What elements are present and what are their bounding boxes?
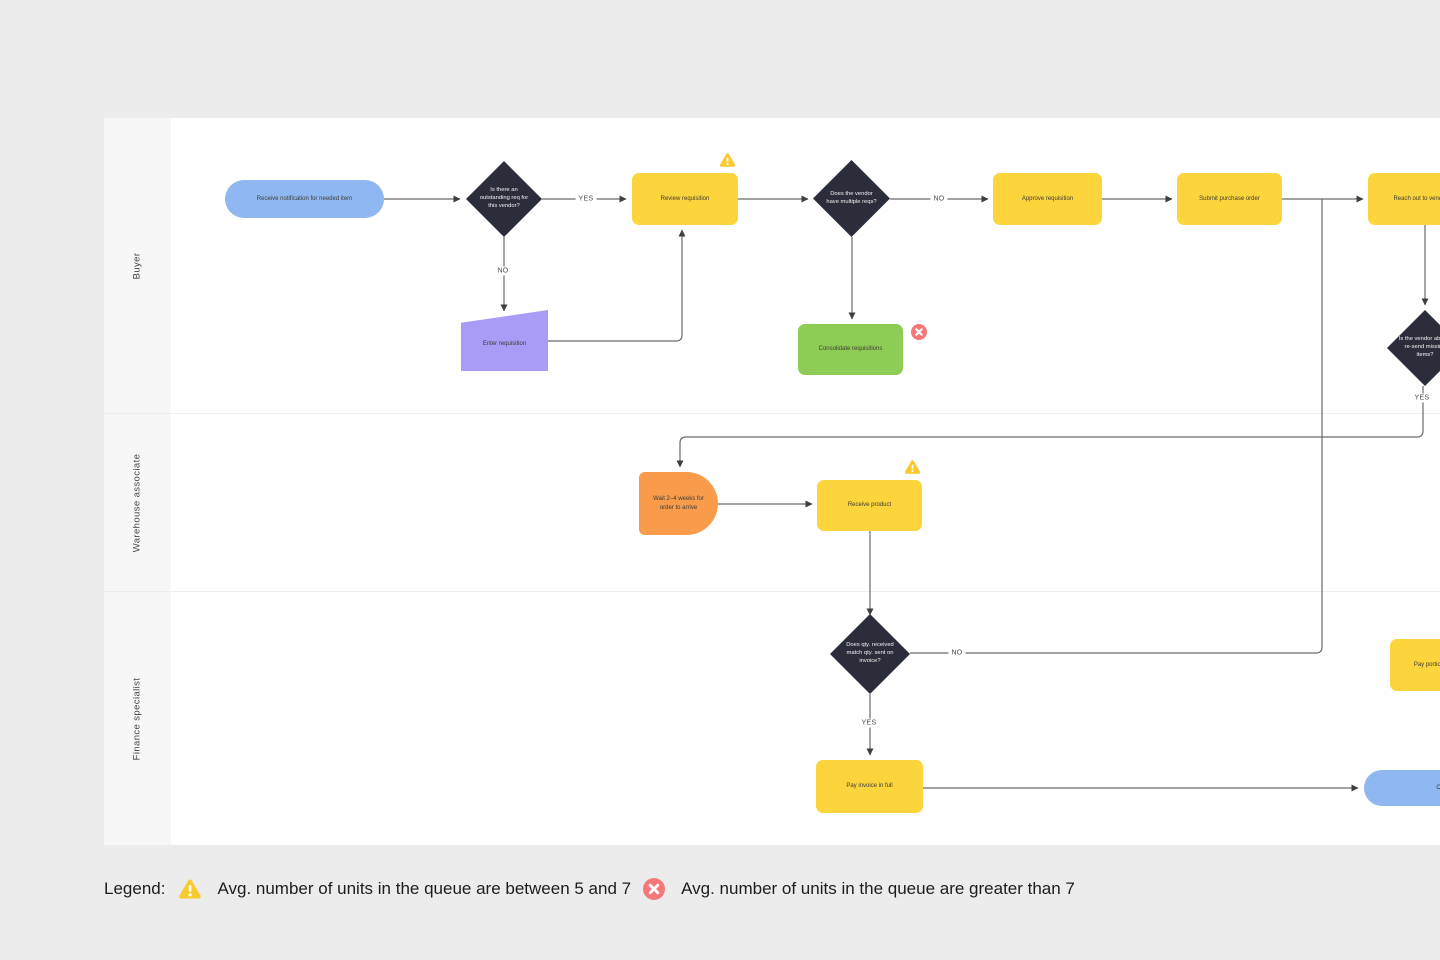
node-receive-notification[interactable]: Receive notification for needed item: [225, 180, 384, 218]
node-wait-for-order[interactable]: Wait 2–4 weeks for order to arrive: [639, 472, 718, 535]
edge-label-yes: YES: [858, 718, 880, 728]
error-icon: [911, 324, 927, 340]
error-icon: [643, 878, 666, 900]
edge-label-no: NO: [494, 266, 512, 276]
node-close-order[interactable]: Close: [1364, 770, 1440, 806]
swimlane-label-column: [104, 118, 171, 845]
legend-error-text: Avg. number of units in the queue are gr…: [681, 879, 1075, 898]
warning-icon: [904, 459, 921, 475]
legend-title: Legend:: [104, 879, 166, 898]
node-submit-purchase-order[interactable]: Submit purchase order: [1177, 173, 1282, 225]
swimlane-label-finance-specialist: Finance specialist: [131, 677, 143, 761]
warning-icon: [719, 152, 736, 168]
warning-icon: [178, 878, 202, 900]
node-reach-out-to-vendor[interactable]: Reach out to vendor: [1368, 173, 1440, 225]
edge-label-no: NO: [948, 648, 966, 658]
node-pay-portion[interactable]: Pay portion of invoice: [1390, 639, 1440, 691]
node-receive-product[interactable]: Receive product: [817, 480, 922, 531]
edge-label-yes: YES: [575, 194, 597, 204]
lane-divider: [104, 591, 1440, 592]
node-pay-invoice-in-full[interactable]: Pay invoice in full: [816, 760, 923, 813]
legend: Legend: Avg. number of units in the queu…: [104, 874, 1075, 904]
swimlane-label-warehouse-associate: Warehouse associate: [131, 453, 143, 553]
legend-warning-text: Avg. number of units in the queue are be…: [217, 879, 632, 898]
edge-label-no: NO: [930, 194, 948, 204]
swimlane-label-buyer: Buyer: [131, 252, 143, 280]
edge-label-yes: YES: [1411, 393, 1433, 403]
flowchart: Buyer Warehouse associate Finance specia…: [104, 118, 1440, 845]
node-approve-requisition[interactable]: Approve requisition: [993, 173, 1102, 225]
node-consolidate-requisitions[interactable]: Consolidate requisitions: [798, 324, 903, 375]
lane-divider: [104, 413, 1440, 414]
node-review-requisition[interactable]: Review requisition: [632, 173, 738, 225]
